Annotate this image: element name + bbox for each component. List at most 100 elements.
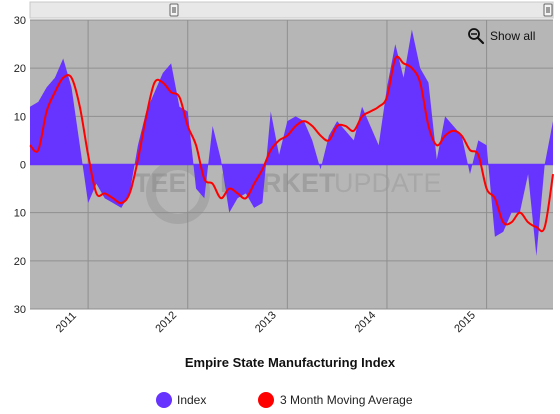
index-point <box>418 66 422 70</box>
index-point <box>451 124 455 128</box>
moving-average-point <box>402 61 406 65</box>
moving-average-point <box>128 191 132 195</box>
moving-average-point <box>543 225 547 229</box>
moving-average-point <box>501 220 505 224</box>
moving-average-point <box>302 119 306 123</box>
moving-average-point <box>468 148 472 152</box>
moving-average-point <box>269 148 273 152</box>
index-point <box>45 85 49 89</box>
index-point <box>551 119 555 123</box>
navigator-bar[interactable] <box>29 1 554 19</box>
moving-average-point <box>86 153 90 157</box>
moving-average-point <box>385 95 389 99</box>
index-point <box>285 119 289 123</box>
moving-average-point <box>252 182 256 186</box>
index-point <box>501 230 505 234</box>
index-point <box>144 110 148 114</box>
show-all-label[interactable]: Show all <box>490 29 535 43</box>
x-tick-label: 2013 <box>253 309 279 335</box>
moving-average-point <box>144 114 148 118</box>
moving-average-point <box>451 129 455 133</box>
index-point <box>36 100 40 104</box>
moving-average-point <box>426 124 430 128</box>
moving-average-point <box>94 191 98 195</box>
legend-item-index[interactable]: Index <box>156 392 206 408</box>
moving-average-point <box>418 81 422 85</box>
y-tick-label: 0 <box>20 160 26 172</box>
moving-average-point <box>219 196 223 200</box>
index-point <box>211 124 215 128</box>
index-point <box>260 201 264 205</box>
index-point <box>53 76 57 80</box>
legend-item-moving-average[interactable]: 3 Month Moving Average <box>258 392 413 408</box>
index-point <box>310 138 314 142</box>
moving-average-point <box>211 182 215 186</box>
index-point <box>393 42 397 46</box>
index-point <box>543 163 547 167</box>
index-point <box>186 110 190 114</box>
moving-average-point <box>352 129 356 133</box>
show-all-button[interactable]: Show all <box>468 28 535 45</box>
index-point <box>277 153 281 157</box>
index-point <box>269 110 273 114</box>
x-tick-label: 2014 <box>353 309 379 335</box>
index-point <box>426 81 430 85</box>
index-point <box>236 196 240 200</box>
moving-average-point <box>111 196 115 200</box>
index-point <box>485 143 489 147</box>
legend-swatch-moving-average <box>258 392 274 408</box>
navigator-handle-left[interactable] <box>169 3 179 17</box>
index-point <box>136 143 140 147</box>
series-layer <box>28 28 555 257</box>
index-point <box>202 196 206 200</box>
moving-average-point <box>377 105 381 109</box>
moving-average-point <box>393 57 397 61</box>
index-point <box>177 105 181 109</box>
index-point <box>153 90 157 94</box>
moving-average-point <box>509 220 513 224</box>
x-tick-label: 2015 <box>452 309 478 335</box>
moving-average-point <box>153 81 157 85</box>
moving-average-point <box>53 90 57 94</box>
x-axis-title: Empire State Manufacturing Index <box>185 355 396 370</box>
index-point <box>468 172 472 176</box>
index-point <box>61 57 65 61</box>
y-tick-label: 20 <box>14 63 26 75</box>
index-point <box>252 206 256 210</box>
index-point <box>86 201 90 205</box>
watermark-text-update: UPDATE <box>334 168 442 198</box>
moving-average-point <box>227 187 231 191</box>
moving-average-point <box>343 124 347 128</box>
moving-average-point <box>36 148 40 152</box>
moving-average-point <box>260 167 264 171</box>
index-point <box>335 119 339 123</box>
index-point <box>410 28 414 32</box>
zoom-out-magnifier-icon <box>468 28 485 45</box>
series-line-moving-average <box>29 55 554 233</box>
moving-average-point <box>244 196 248 200</box>
moving-average-point <box>518 211 522 215</box>
index-point <box>70 85 74 89</box>
moving-average-point <box>485 187 489 191</box>
index-point <box>327 134 331 138</box>
index-point <box>443 114 447 118</box>
navigator-handle-right[interactable] <box>543 3 553 17</box>
moving-average-point <box>28 143 32 147</box>
moving-average-point <box>169 90 173 94</box>
y-tick-label: 10 <box>14 111 26 123</box>
legend-label-moving-average: 3 Month Moving Average <box>280 393 413 407</box>
moving-average-point <box>177 95 181 99</box>
index-point <box>294 114 298 118</box>
watermark-logo: STEE MARKET UPDATE <box>116 160 442 224</box>
index-point <box>227 211 231 215</box>
x-tick-label: 2012 <box>153 309 179 335</box>
index-point <box>161 71 165 75</box>
moving-average-point <box>476 153 480 157</box>
index-point <box>377 143 381 147</box>
moving-average-point <box>119 201 123 205</box>
moving-average-point <box>294 124 298 128</box>
index-point <box>509 211 513 215</box>
index-point <box>343 129 347 133</box>
